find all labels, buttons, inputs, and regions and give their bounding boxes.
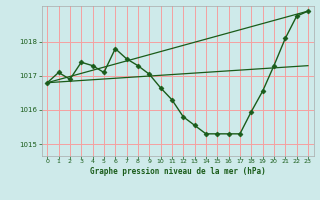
X-axis label: Graphe pression niveau de la mer (hPa): Graphe pression niveau de la mer (hPa) xyxy=(90,167,266,176)
